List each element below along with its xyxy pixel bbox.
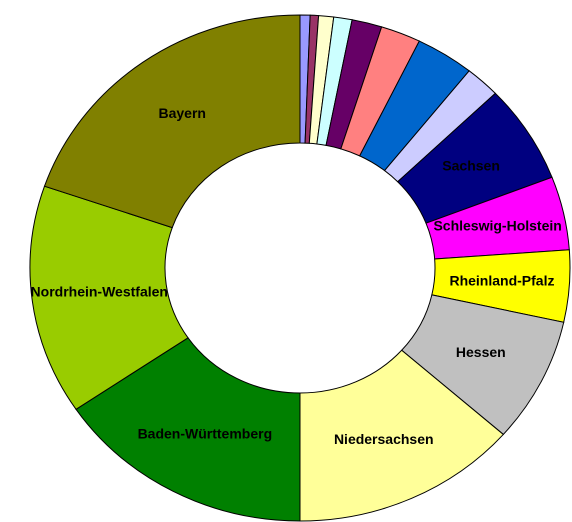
slice-label: Hessen [456,344,506,360]
slice [29,185,189,410]
slice-label: Baden-Württemberg [138,426,273,442]
slice-label: Nordrhein-Westfalen [31,284,168,300]
slice [75,337,301,522]
slice-label: Schleswig-Holstein [433,218,561,234]
slice [43,14,301,229]
slice-label: Sachsen [442,158,500,174]
slice-label: Niedersachsen [334,431,434,447]
slice [299,349,505,522]
slice-label: Rheinland-Pfalz [449,272,554,288]
slice-label: Bayern [158,105,205,121]
